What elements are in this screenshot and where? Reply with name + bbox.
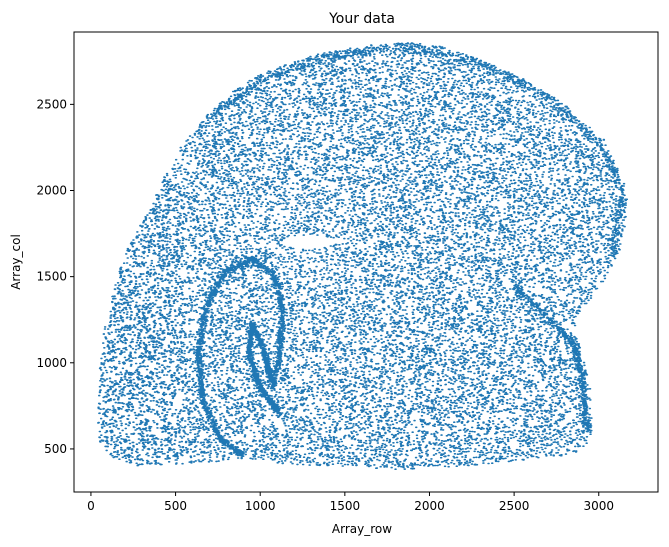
y-tick-label: 500 [44, 442, 67, 456]
x-tick-label: 3000 [583, 499, 614, 513]
x-tick-label: 2000 [414, 499, 445, 513]
y-tick-label: 1000 [36, 356, 67, 370]
x-tick-label: 2500 [499, 499, 530, 513]
plot-area-frame [73, 31, 659, 493]
x-tick-label: 0 [87, 499, 95, 513]
x-axis: 0 500 1000 1500 2000 2500 3000 [87, 492, 614, 513]
scatter-points [97, 42, 629, 470]
y-tick-label: 2500 [36, 97, 67, 111]
x-tick-label: 1500 [330, 499, 361, 513]
x-tick-label: 1000 [245, 499, 276, 513]
data-points [97, 42, 629, 470]
x-axis-label: Array_row [332, 522, 392, 536]
y-axis: 500 1000 1500 2000 2500 [36, 97, 74, 456]
x-tick-label: 500 [164, 499, 187, 513]
y-axis-label: Array_col [9, 234, 23, 290]
chart-title: Your data [328, 11, 395, 27]
y-tick-label: 1500 [36, 270, 67, 284]
y-tick-label: 2000 [36, 184, 67, 198]
